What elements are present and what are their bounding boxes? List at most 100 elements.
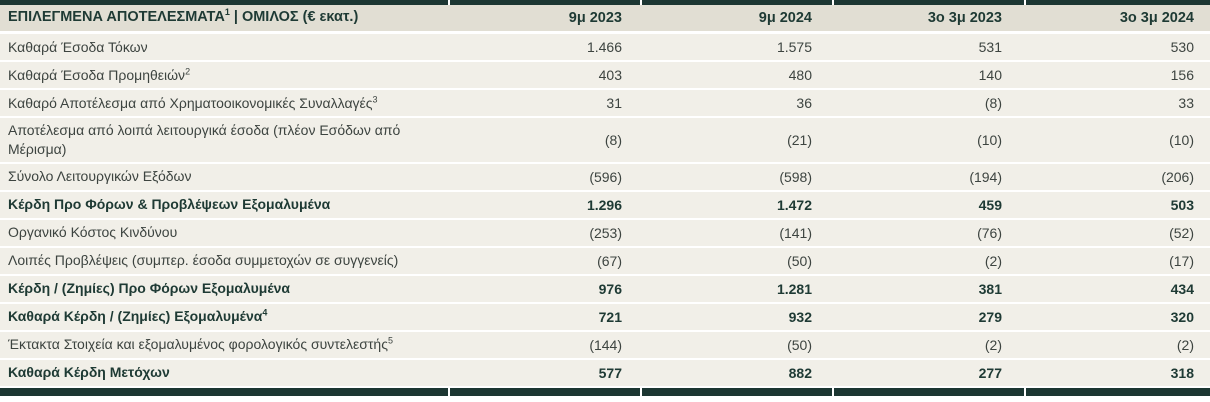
row-value: 318 bbox=[1170, 364, 1194, 381]
top-border-segment bbox=[450, 0, 640, 5]
row-value: (50) bbox=[787, 336, 812, 353]
bottom-border-segment bbox=[642, 387, 832, 396]
table-row: Καθαρά Έσοδα Προμηθειών2 403 480 140 156 bbox=[0, 62, 1210, 88]
table-title: ΕΠΙΛΕΓΜΕΝΑ ΑΠΟΤΕΛΕΣΜΑΤΑ1 | ΟΜΙΛΟΣ (€ εκα… bbox=[0, 5, 448, 31]
row-value: 932 bbox=[788, 308, 812, 325]
row-value: 480 bbox=[788, 67, 812, 83]
table-row: Κέρδη / (Ζημίες) Προ Φόρων Εξομαλυμένα 97… bbox=[0, 275, 1210, 302]
column-header-q3-2023: 3ο 3μ 2023 bbox=[927, 10, 1002, 26]
row-value: (8) bbox=[984, 95, 1002, 111]
table-title-footnote: 1 bbox=[224, 7, 230, 18]
row-label: Καθαρά Κέρδη / (Ζημίες) Εξομαλυμένα4 bbox=[0, 304, 448, 330]
row-label-text: Οργανικό Κόστος Κινδύνου bbox=[8, 224, 178, 241]
row-label-text: Καθαρά Έσοδα Τόκων bbox=[8, 38, 148, 55]
top-border-segment bbox=[1026, 0, 1210, 5]
top-border-segment bbox=[0, 0, 448, 5]
row-label: Καθαρά Έσοδα Προμηθειών2 bbox=[0, 62, 448, 88]
row-footnote-marker: 2 bbox=[185, 65, 191, 76]
table-header-row: ΕΠΙΛΕΓΜΕΝΑ ΑΠΟΤΕΛΕΣΜΑΤΑ1 | ΟΜΙΛΟΣ (€ εκα… bbox=[0, 5, 1210, 31]
row-value: 320 bbox=[1170, 308, 1194, 325]
row-value: 1.281 bbox=[776, 280, 812, 297]
row-label-text: Έκτακτα Στοιχεία και εξομαλυμένος φορολο… bbox=[8, 336, 388, 353]
column-header-q3-2024: 3ο 3μ 2024 bbox=[1119, 10, 1194, 26]
bottom-border-segment bbox=[0, 387, 448, 396]
row-value: 279 bbox=[978, 308, 1002, 325]
row-value: (596) bbox=[589, 168, 622, 185]
table-row: Έκτακτα Στοιχεία και εξομαλυμένος φορολο… bbox=[0, 331, 1210, 358]
row-value: 530 bbox=[1170, 39, 1194, 55]
row-value: 36 bbox=[796, 95, 812, 111]
row-label: Οργανικό Κόστος Κινδύνου bbox=[0, 220, 448, 246]
row-footnote-marker: 5 bbox=[387, 335, 393, 346]
column-header-9m-2023: 9μ 2023 bbox=[568, 10, 622, 26]
row-label: Σύνολο Λειτουργικών Εξόδων bbox=[0, 164, 448, 190]
row-value: 33 bbox=[1178, 95, 1194, 111]
row-value: (598) bbox=[779, 168, 812, 185]
row-value: 1.472 bbox=[776, 196, 812, 213]
row-value: (194) bbox=[969, 168, 1002, 185]
table-body: Καθαρά Έσοδα Τόκων 1.466 1.575 531 530 Καθαρά… bbox=[0, 34, 1210, 386]
row-value: (141) bbox=[779, 224, 812, 241]
row-value: 403 bbox=[598, 67, 622, 83]
row-value: 531 bbox=[978, 39, 1002, 55]
row-value: 1.296 bbox=[586, 196, 622, 213]
row-label: Αποτέλεσμα από λοιπά λειτουργικά έσοδα (… bbox=[0, 118, 448, 162]
row-value: 577 bbox=[598, 364, 622, 381]
table-title-rest: | ΟΜΙΛΟΣ (€ εκατ.) bbox=[229, 9, 359, 26]
row-label-text: Καθαρά Έσοδα Προμηθειών bbox=[8, 66, 186, 83]
row-value: 434 bbox=[1170, 280, 1194, 297]
bottom-border-segment bbox=[450, 387, 640, 396]
row-label-text: Κέρδη Προ Φόρων & Προβλέψεων Εξομαλυμένα bbox=[8, 196, 331, 213]
row-label-text: Λοιπές Προβλέψεις (συμπερ. έσοδα συμμετο… bbox=[8, 252, 399, 269]
row-value: (67) bbox=[597, 252, 622, 269]
table-row: Καθαρά Κέρδη / (Ζημίες) Εξομαλυμένα4 721 9… bbox=[0, 303, 1210, 330]
row-value: 1.466 bbox=[586, 39, 622, 55]
row-value: (2) bbox=[1176, 336, 1194, 353]
table-row: Κέρδη Προ Φόρων & Προβλέψεων Εξομαλυμένα… bbox=[0, 191, 1210, 218]
top-border-segment bbox=[642, 0, 832, 5]
row-label-text: Καθαρά Κέρδη / (Ζημίες) Εξομαλυμένα bbox=[8, 308, 263, 325]
row-footnote-marker: 4 bbox=[262, 307, 268, 318]
row-value: (2) bbox=[984, 336, 1002, 353]
row-value: 156 bbox=[1170, 67, 1194, 83]
table-row: Αποτέλεσμα από λοιπά λειτουργικά έσοδα (… bbox=[0, 118, 1210, 162]
table-title-main: ΕΠΙΛΕΓΜΕΝΑ ΑΠΟΤΕΛΕΣΜΑΤΑ bbox=[8, 9, 225, 26]
row-value: 277 bbox=[978, 364, 1002, 381]
row-footnote-marker: 3 bbox=[372, 93, 378, 104]
table-row: Οργανικό Κόστος Κινδύνου (253) (141) (76) (5… bbox=[0, 219, 1210, 246]
row-label-text: Κέρδη / (Ζημίες) Προ Φόρων Εξομαλυμένα bbox=[8, 280, 291, 297]
row-value: (253) bbox=[589, 224, 622, 241]
table-row: Καθαρά Έσοδα Τόκων 1.466 1.575 531 530 bbox=[0, 34, 1210, 60]
row-label: Καθαρό Αποτέλεσμα από Χρηματοοικονομικές… bbox=[0, 90, 448, 116]
row-value: 503 bbox=[1170, 196, 1194, 213]
row-value: 381 bbox=[978, 280, 1002, 297]
row-value: (21) bbox=[787, 131, 812, 148]
row-label-text: Αποτέλεσμα από λοιπά λειτουργικά έσοδα (… bbox=[8, 122, 401, 157]
row-value: 1.575 bbox=[776, 39, 812, 55]
bottom-border-segment bbox=[834, 387, 1024, 396]
row-label: Έκτακτα Στοιχεία και εξομαλυμένος φορολο… bbox=[0, 332, 448, 358]
row-value: (8) bbox=[604, 131, 622, 148]
row-value: (52) bbox=[1169, 224, 1194, 241]
column-header-9m-2024: 9μ 2024 bbox=[758, 10, 812, 26]
row-value: (10) bbox=[977, 131, 1002, 148]
row-label-text: Σύνολο Λειτουργικών Εξόδων bbox=[8, 168, 192, 185]
table-bottom-border bbox=[0, 387, 1210, 396]
row-value: (76) bbox=[977, 224, 1002, 241]
row-label: Καθαρά Κέρδη Μετόχων bbox=[0, 360, 448, 386]
table-top-border bbox=[0, 0, 1210, 5]
row-value: (10) bbox=[1169, 131, 1194, 148]
row-value: (2) bbox=[984, 252, 1002, 269]
row-label: Κέρδη / (Ζημίες) Προ Φόρων Εξομαλυμένα bbox=[0, 276, 448, 302]
row-label: Καθαρά Έσοδα Τόκων bbox=[0, 34, 448, 60]
table-row: Σύνολο Λειτουργικών Εξόδων (596) (598) (194… bbox=[0, 163, 1210, 190]
row-value: 459 bbox=[978, 196, 1002, 213]
table-row: Καθαρά Κέρδη Μετόχων 577 882 277 318 bbox=[0, 359, 1210, 386]
row-label: Λοιπές Προβλέψεις (συμπερ. έσοδα συμμετο… bbox=[0, 248, 448, 274]
row-value: 721 bbox=[598, 308, 622, 325]
row-label: Κέρδη Προ Φόρων & Προβλέψεων Εξομαλυμένα bbox=[0, 192, 448, 218]
top-border-segment bbox=[834, 0, 1024, 5]
row-label-text: Καθαρό Αποτέλεσμα από Χρηματοοικονομικές… bbox=[8, 94, 373, 111]
row-value: 976 bbox=[598, 280, 622, 297]
